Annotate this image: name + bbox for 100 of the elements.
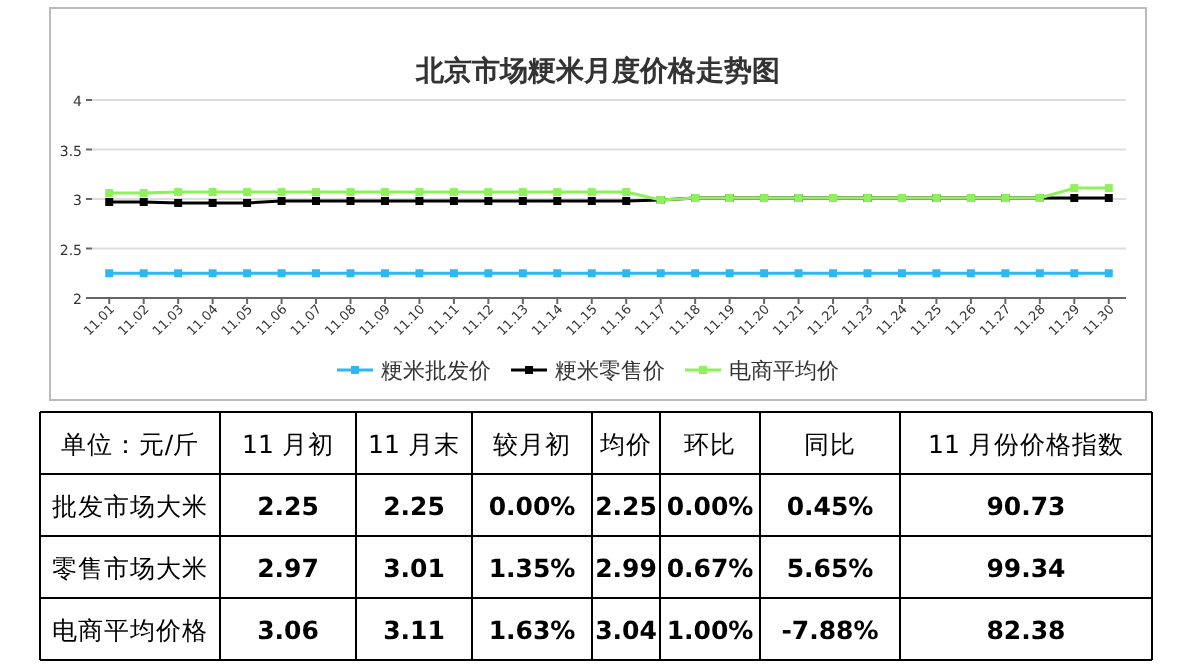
text: 3.06: [257, 615, 320, 645]
text: 2.99: [595, 553, 657, 583]
text: 较月初: [493, 429, 571, 459]
text: 1.00%: [666, 615, 755, 645]
point: [449, 196, 458, 205]
text: 99.34: [986, 553, 1067, 583]
point: [415, 196, 424, 205]
chart-title: 北京市场粳米月度价格走势图: [414, 54, 780, 88]
point: [346, 269, 355, 278]
text: 2.97: [257, 553, 319, 583]
point: [346, 188, 355, 197]
text: 5.65%: [786, 553, 875, 583]
point: [587, 196, 596, 205]
text: 单位：元/斤: [60, 429, 200, 459]
point: [380, 188, 389, 197]
text: 1.63%: [488, 615, 577, 645]
text: 均价: [598, 429, 652, 459]
point: [312, 196, 321, 205]
text: 3.11: [383, 615, 445, 645]
text: 同比: [804, 429, 856, 459]
point: [312, 188, 321, 197]
point: [518, 196, 527, 205]
point: [863, 269, 872, 278]
point: [553, 188, 562, 197]
point: [794, 269, 803, 278]
text: 0.00%: [488, 491, 577, 521]
legend-label: 电商平均价: [729, 358, 839, 384]
point: [415, 269, 424, 278]
point: [622, 269, 631, 278]
point: [139, 189, 148, 198]
point: [380, 269, 389, 278]
text: 3.01: [383, 553, 445, 583]
point: [656, 269, 665, 278]
point: [139, 197, 148, 206]
legend-label: 粳米零售价: [555, 358, 665, 384]
point: [449, 269, 458, 278]
text: 11 月末: [368, 429, 460, 459]
text: 90.73: [986, 491, 1066, 521]
point: [587, 188, 596, 197]
point: [553, 196, 562, 205]
point: [1104, 194, 1113, 203]
text: 2.25: [383, 491, 445, 521]
point: [277, 269, 286, 278]
point: [1070, 269, 1079, 278]
point: [691, 269, 700, 278]
point: [484, 269, 493, 278]
text: 3.04: [595, 615, 658, 645]
point: [208, 198, 217, 207]
point: [1035, 269, 1044, 278]
point: [208, 188, 217, 197]
point: [966, 269, 975, 278]
point: [622, 196, 631, 205]
text: 11 月初: [242, 429, 334, 459]
point: [105, 197, 114, 206]
text: 2.25: [257, 491, 319, 521]
text: -7.88%: [781, 615, 880, 645]
point: [174, 188, 183, 197]
point: [346, 196, 355, 205]
point: [760, 269, 769, 278]
point: [1104, 269, 1113, 278]
point: [174, 269, 183, 278]
point: [174, 198, 183, 207]
point: [243, 188, 252, 197]
text: 零售市场大米: [52, 553, 208, 583]
point: [243, 269, 252, 278]
point: [277, 196, 286, 205]
point: [208, 269, 217, 278]
point: [518, 269, 527, 278]
text: 82.38: [986, 615, 1066, 645]
text: 环比: [684, 429, 736, 459]
text: 1.35%: [488, 553, 577, 583]
point: [380, 196, 389, 205]
point: [518, 188, 527, 197]
point: [1001, 269, 1010, 278]
point: [277, 188, 286, 197]
point: [484, 196, 493, 205]
point: [415, 188, 424, 197]
text: 电商平均价格: [52, 615, 208, 645]
point: [932, 269, 941, 278]
text: 0.45%: [786, 491, 875, 521]
text: 11 月份价格指数: [928, 429, 1124, 459]
point: [829, 269, 838, 278]
point: [449, 188, 458, 197]
point: [484, 188, 493, 197]
text: 批发市场大米: [52, 491, 208, 521]
text: 0.67%: [666, 553, 755, 583]
point: [622, 188, 631, 197]
text: 0.00%: [666, 491, 755, 521]
point: [553, 269, 562, 278]
point: [1070, 194, 1079, 203]
point: [587, 269, 596, 278]
point: [312, 269, 321, 278]
point: [897, 269, 906, 278]
point: [105, 189, 114, 198]
point: [1104, 184, 1113, 193]
point: [105, 269, 114, 278]
point: [243, 198, 252, 207]
legend-label: 粳米批发价: [381, 358, 491, 384]
point: [725, 269, 734, 278]
point: [1070, 184, 1079, 193]
